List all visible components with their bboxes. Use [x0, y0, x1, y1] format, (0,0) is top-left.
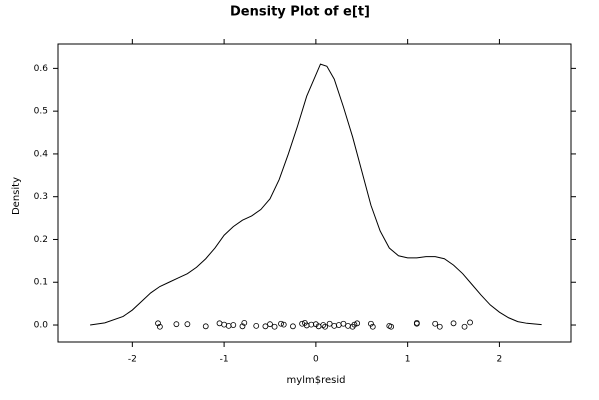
- rug-point: [230, 322, 237, 328]
- rug-point: [184, 321, 191, 328]
- rug-point: [202, 323, 209, 330]
- plot-frame: [57, 43, 572, 343]
- y-axis-label: Density: [11, 177, 22, 215]
- rug-point: [326, 320, 333, 327]
- rug-point: [436, 323, 443, 330]
- rug-point: [450, 320, 457, 327]
- rug-point: [290, 323, 296, 330]
- rug-point: [351, 321, 358, 328]
- rug-point: [156, 323, 163, 330]
- rug-point: [322, 323, 328, 330]
- rug-point: [280, 321, 287, 328]
- rug-point: [271, 323, 278, 330]
- rug-point: [267, 321, 273, 328]
- rug-point: [155, 320, 161, 327]
- x-axis-label: mylm$resid: [287, 375, 346, 386]
- y-tick-label: 0.1: [34, 278, 48, 288]
- rug-point: [278, 320, 284, 327]
- rug-point: [340, 320, 347, 327]
- y-tick-label: 0.3: [34, 192, 48, 202]
- rug-point: [461, 323, 468, 330]
- y-tick-label: 0.0: [34, 321, 49, 331]
- rug-point: [467, 319, 473, 326]
- rug-point: [173, 321, 180, 328]
- x-tick-label: 2: [497, 355, 503, 365]
- rug-point: [388, 323, 395, 330]
- rug-point: [354, 320, 361, 327]
- x-tick-label: -2: [128, 355, 137, 365]
- density-curve: [90, 63, 542, 326]
- y-tick-label: 0.4: [34, 149, 49, 159]
- rug-point: [253, 322, 260, 329]
- rug-point: [368, 320, 374, 327]
- y-tick-label: 0.5: [34, 107, 48, 117]
- y-tick-label: 0.6: [34, 64, 49, 74]
- rug-point: [241, 319, 248, 326]
- x-tick-label: -1: [220, 355, 229, 365]
- rug-point: [239, 323, 246, 330]
- rug-point: [320, 322, 327, 328]
- x-tick-label: 1: [405, 355, 411, 365]
- chart-title: Density Plot of e[t]: [230, 5, 370, 20]
- y-tick-label: 0.2: [34, 235, 48, 245]
- rug-point: [413, 320, 420, 327]
- rug-point: [369, 323, 376, 330]
- rug-point: [432, 320, 439, 327]
- x-tick-label: 0: [313, 355, 319, 365]
- rug-point: [262, 323, 269, 330]
